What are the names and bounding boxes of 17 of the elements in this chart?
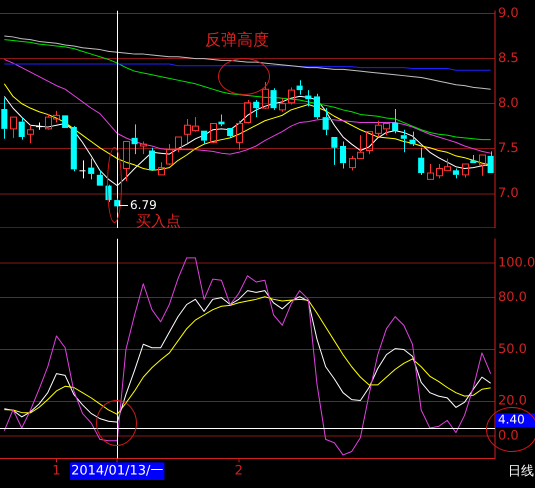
y-tick-label: 8.5 xyxy=(498,50,519,66)
y-tick-label: 20.0 xyxy=(498,394,527,409)
y-tick-label: 50.0 xyxy=(498,342,527,357)
y-tick-label: 9.0 xyxy=(498,6,519,21)
text: 日线 xyxy=(508,464,534,479)
y-tick-label: 8.0 xyxy=(498,96,519,112)
x-tick-label: 1 xyxy=(52,464,61,479)
y-tick-label: 7.5 xyxy=(498,141,519,156)
y-tick-label: 7.0 xyxy=(498,186,519,202)
y-tick-label: 0.0 xyxy=(498,428,519,444)
y-tick-label: 80.0 xyxy=(498,290,527,305)
annotation: 6.79 xyxy=(130,198,157,212)
annotation: 反弹高度 xyxy=(205,30,269,49)
x-tick-label: 2014/01/13/一 xyxy=(71,464,164,479)
x-tick-label: 2 xyxy=(234,464,243,479)
y-tick-label: 100.0 xyxy=(498,255,535,270)
ref-line-label: 4.40 xyxy=(498,412,525,426)
